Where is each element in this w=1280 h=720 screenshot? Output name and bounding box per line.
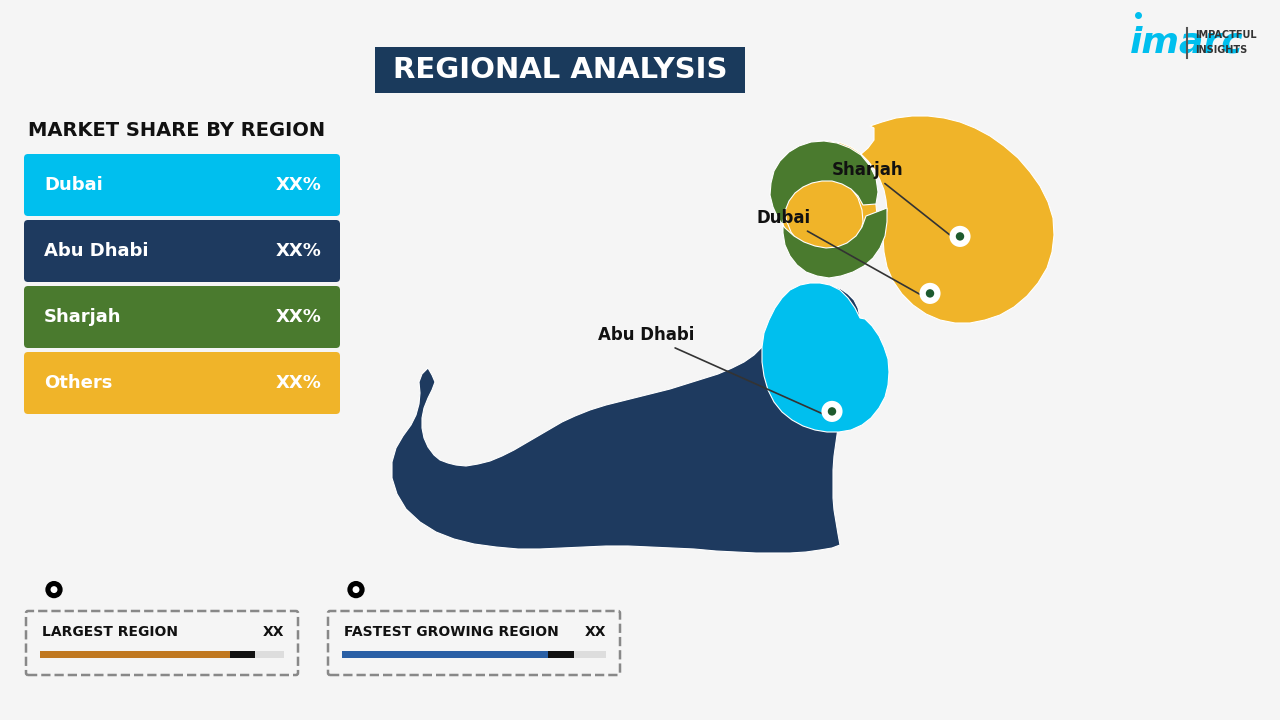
Circle shape — [956, 232, 964, 240]
Bar — [230, 651, 255, 658]
Text: XX%: XX% — [276, 176, 323, 194]
Bar — [342, 651, 548, 658]
Polygon shape — [923, 297, 937, 302]
Polygon shape — [774, 116, 1053, 323]
Polygon shape — [762, 283, 890, 432]
Text: Abu Dhabi: Abu Dhabi — [44, 242, 148, 260]
Circle shape — [925, 289, 934, 297]
Circle shape — [347, 581, 365, 598]
Circle shape — [828, 408, 836, 415]
FancyBboxPatch shape — [24, 154, 340, 216]
Bar — [548, 651, 575, 658]
Text: Abu Dhabi: Abu Dhabi — [598, 326, 829, 417]
Polygon shape — [47, 593, 60, 597]
Text: XX: XX — [262, 625, 284, 639]
FancyBboxPatch shape — [375, 47, 745, 93]
Text: REGIONAL ANALYSIS: REGIONAL ANALYSIS — [393, 56, 727, 84]
Text: LARGEST REGION: LARGEST REGION — [42, 625, 178, 639]
Circle shape — [822, 401, 842, 422]
Polygon shape — [771, 141, 887, 278]
Text: Dubai: Dubai — [756, 209, 928, 299]
Text: XX: XX — [585, 625, 605, 639]
Text: MARKET SHARE BY REGION: MARKET SHARE BY REGION — [28, 120, 325, 140]
Text: Others: Others — [44, 374, 113, 392]
Polygon shape — [349, 593, 362, 597]
Text: XX%: XX% — [276, 374, 323, 392]
Text: XX%: XX% — [276, 308, 323, 326]
Text: FASTEST GROWING REGION: FASTEST GROWING REGION — [344, 625, 559, 639]
Text: INSIGHTS: INSIGHTS — [1196, 45, 1247, 55]
FancyBboxPatch shape — [328, 611, 620, 675]
Circle shape — [50, 586, 58, 593]
Circle shape — [950, 226, 970, 247]
Circle shape — [919, 283, 941, 304]
Text: IMPACTFUL: IMPACTFUL — [1196, 30, 1257, 40]
Circle shape — [45, 581, 63, 598]
Bar — [40, 651, 284, 658]
Polygon shape — [824, 415, 840, 420]
FancyBboxPatch shape — [24, 220, 340, 282]
Text: XX%: XX% — [276, 242, 323, 260]
Text: Sharjah: Sharjah — [44, 308, 122, 326]
Text: Sharjah: Sharjah — [832, 161, 957, 241]
FancyBboxPatch shape — [24, 352, 340, 414]
Polygon shape — [392, 286, 860, 553]
Text: Dubai: Dubai — [44, 176, 102, 194]
Text: imarc: imarc — [1130, 25, 1244, 59]
Bar — [40, 651, 230, 658]
FancyBboxPatch shape — [26, 611, 298, 675]
FancyBboxPatch shape — [24, 286, 340, 348]
Bar — [342, 651, 605, 658]
Circle shape — [352, 586, 360, 593]
Polygon shape — [952, 240, 968, 246]
